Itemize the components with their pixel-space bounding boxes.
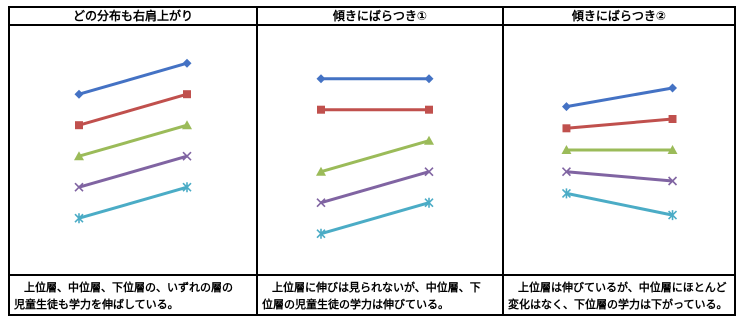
series-line: [78, 61, 188, 96]
panel-1: どの分布も右肩上がり 上位層、中位層、下位層の、いずれの層の 児童生徒も学力を伸…: [10, 8, 256, 314]
series-line: [566, 170, 673, 183]
line-chart: [316, 74, 434, 239]
series-2: [562, 115, 677, 133]
data-point-triangle: [316, 166, 326, 176]
data-point-square: [183, 90, 191, 99]
data-point-x: [668, 176, 678, 186]
series-4: [561, 167, 678, 186]
data-point-x: [424, 167, 434, 177]
data-point-star: [316, 228, 326, 239]
data-point-star: [561, 188, 571, 199]
series-line: [566, 117, 673, 130]
series-3: [316, 135, 434, 176]
line-chart: [74, 58, 192, 224]
caption-line: 児童生徒も学力を伸ばしている。: [14, 298, 179, 311]
series-2: [317, 105, 433, 114]
caption-line: 上位層に伸びは見られないが、中位層、下: [272, 281, 481, 294]
series-line: [78, 185, 188, 220]
data-point-triangle: [667, 145, 678, 154]
comparison-grid: どの分布も右肩上がり 上位層、中位層、下位層の、いずれの層の 児童生徒も学力を伸…: [8, 6, 736, 316]
data-point-diamond: [668, 83, 677, 93]
series-line: [320, 170, 430, 205]
data-point-star: [182, 182, 192, 193]
caption-line: 上位層、中位層、下位層の、いずれの層の: [24, 281, 233, 294]
series-1: [316, 74, 434, 84]
panel-chart: [504, 26, 734, 276]
series-line: [566, 86, 673, 109]
caption-line: 位層の児童生徒の学力は伸びている。: [262, 298, 449, 311]
data-point-diamond: [561, 102, 571, 112]
series-line: [78, 123, 188, 158]
data-point-x: [561, 167, 571, 177]
data-point-square: [668, 115, 677, 123]
data-point-x: [74, 182, 84, 192]
data-point-diamond: [424, 74, 434, 84]
panel-title: 傾きにばらつき①: [258, 8, 502, 26]
panel-chart: [10, 26, 256, 276]
data-point-square: [317, 105, 325, 114]
caption-line: 上位層は伸びているが、中位層にほとんど: [518, 281, 727, 294]
series-3: [74, 120, 192, 161]
series-2: [75, 90, 191, 130]
panel-caption: 上位層、中位層、下位層の、いずれの層の 児童生徒も学力を伸ばしている。: [10, 276, 256, 314]
data-point-triangle: [74, 151, 84, 161]
series-1: [561, 83, 677, 112]
data-point-square: [75, 121, 83, 130]
data-point-x: [316, 198, 326, 208]
series-line: [320, 139, 430, 174]
panel-title: どの分布も右肩上がり: [10, 8, 256, 26]
panel-title: 傾きにばらつき②: [504, 8, 734, 26]
line-chart: [561, 83, 678, 221]
panel-caption: 上位層は伸びているが、中位層にほとんど 変化はなく、下位層の学力は下がっている。: [504, 276, 734, 314]
data-point-star: [668, 210, 678, 221]
data-point-diamond: [316, 74, 326, 84]
caption-line: 変化はなく、下位層の学力は下がっている。: [508, 298, 728, 311]
panel-caption: 上位層に伸びは見られないが、中位層、下 位層の児童生徒の学力は伸びている。: [258, 276, 502, 314]
data-point-triangle: [561, 145, 572, 154]
panel-2: 傾きにばらつき① 上位層に伸びは見られないが、中位層、下 位層の児童生徒の学力は…: [256, 8, 502, 314]
data-point-square: [562, 124, 571, 133]
data-point-diamond: [182, 58, 192, 68]
series-5: [74, 182, 192, 224]
series-5: [561, 188, 678, 221]
panel-chart: [258, 26, 502, 276]
data-point-triangle: [182, 120, 192, 130]
series-1: [74, 58, 192, 99]
series-4: [316, 167, 434, 208]
series-line: [320, 201, 430, 236]
data-point-x: [182, 151, 192, 161]
data-point-square: [425, 105, 433, 114]
data-point-triangle: [424, 135, 434, 145]
data-point-star: [424, 197, 434, 208]
data-point-star: [74, 213, 84, 224]
series-line: [78, 92, 188, 127]
series-5: [316, 197, 434, 239]
series-line: [566, 191, 673, 217]
series-line: [78, 154, 188, 189]
data-point-diamond: [74, 89, 84, 99]
panel-3: 傾きにばらつき② 上位層は伸びているが、中位層にほとんど 変化はなく、下位層の学…: [502, 8, 734, 314]
series-3: [561, 145, 678, 154]
series-4: [74, 151, 192, 192]
